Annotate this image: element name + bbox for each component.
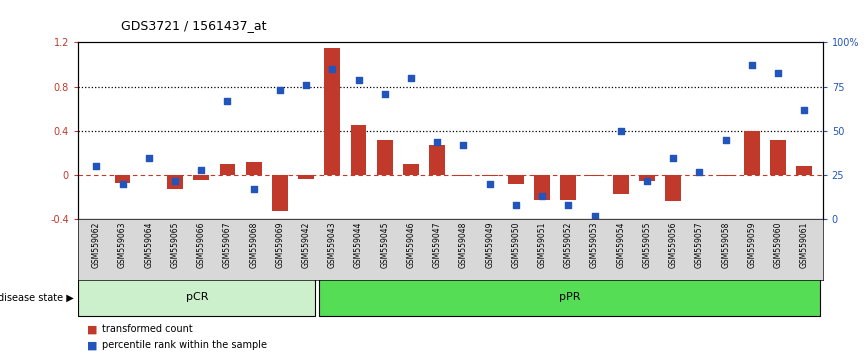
Point <box>247 187 261 192</box>
Text: GSM559059: GSM559059 <box>747 221 756 268</box>
Text: GSM559065: GSM559065 <box>171 221 179 268</box>
Bar <box>298 175 314 178</box>
Text: GSM559062: GSM559062 <box>92 221 100 268</box>
Bar <box>560 175 576 200</box>
Point <box>666 155 680 160</box>
Text: GSM559060: GSM559060 <box>773 221 783 268</box>
Point <box>719 137 733 143</box>
Point <box>561 202 575 208</box>
Text: ■: ■ <box>87 324 97 334</box>
Point <box>89 164 103 169</box>
Text: GSM559068: GSM559068 <box>249 221 258 268</box>
Bar <box>403 164 419 175</box>
Text: GDS3721 / 1561437_at: GDS3721 / 1561437_at <box>121 19 267 32</box>
Text: GSM559053: GSM559053 <box>590 221 599 268</box>
Text: GSM559055: GSM559055 <box>643 221 651 268</box>
Point <box>378 91 391 97</box>
Text: GSM559069: GSM559069 <box>275 221 284 268</box>
Bar <box>456 175 471 176</box>
Point <box>299 82 313 88</box>
Point <box>640 178 654 183</box>
Text: GSM559056: GSM559056 <box>669 221 678 268</box>
Text: disease state ▶: disease state ▶ <box>0 292 74 302</box>
Bar <box>114 175 131 183</box>
Text: GSM559044: GSM559044 <box>354 221 363 268</box>
Bar <box>246 162 262 175</box>
Bar <box>508 175 524 184</box>
Bar <box>613 175 629 194</box>
Text: GSM559043: GSM559043 <box>328 221 337 268</box>
Text: GSM559046: GSM559046 <box>406 221 416 268</box>
Text: transformed count: transformed count <box>102 324 193 334</box>
Bar <box>639 175 655 181</box>
Bar <box>351 125 366 175</box>
Text: GSM559058: GSM559058 <box>721 221 730 268</box>
Point <box>430 139 444 144</box>
Bar <box>377 140 392 175</box>
Bar <box>193 175 209 180</box>
Point <box>693 169 707 175</box>
Point <box>352 77 365 82</box>
Bar <box>665 175 681 201</box>
Text: GSM559063: GSM559063 <box>118 221 127 268</box>
Bar <box>78 278 314 316</box>
Text: GSM559057: GSM559057 <box>695 221 704 268</box>
Point <box>482 181 496 187</box>
Text: GSM559049: GSM559049 <box>485 221 494 268</box>
Text: pCR: pCR <box>186 292 209 302</box>
Point <box>772 70 785 75</box>
Bar <box>167 175 183 188</box>
Point <box>535 194 549 199</box>
Text: GSM559066: GSM559066 <box>197 221 206 268</box>
Point <box>168 178 182 183</box>
Text: GSM559042: GSM559042 <box>301 221 311 268</box>
Bar <box>586 175 603 176</box>
Point <box>142 155 156 160</box>
Point <box>404 75 418 81</box>
Text: GSM559052: GSM559052 <box>564 221 572 268</box>
Point <box>588 213 602 219</box>
Bar <box>797 166 812 175</box>
Point <box>273 87 287 93</box>
Text: percentile rank within the sample: percentile rank within the sample <box>102 340 268 350</box>
Bar <box>744 131 759 175</box>
Point <box>456 142 470 148</box>
Bar <box>481 175 498 176</box>
Point <box>194 167 208 173</box>
Text: ■: ■ <box>87 340 97 350</box>
Text: pPR: pPR <box>559 292 581 302</box>
Text: GSM559050: GSM559050 <box>512 221 520 268</box>
Point <box>509 202 523 208</box>
Point <box>115 181 129 187</box>
Point <box>798 107 811 113</box>
Text: GSM559048: GSM559048 <box>459 221 468 268</box>
Text: GSM559064: GSM559064 <box>145 221 153 268</box>
Bar <box>272 175 288 211</box>
Bar <box>430 145 445 175</box>
Bar <box>770 140 786 175</box>
Text: GSM559051: GSM559051 <box>538 221 546 268</box>
Bar <box>220 164 236 175</box>
Point <box>745 63 759 68</box>
Bar <box>718 175 734 176</box>
Bar <box>325 48 340 175</box>
Point <box>614 128 628 134</box>
Text: GSM559045: GSM559045 <box>380 221 389 268</box>
Point <box>221 98 235 104</box>
Bar <box>319 278 820 316</box>
Text: GSM559054: GSM559054 <box>617 221 625 268</box>
Text: GSM559061: GSM559061 <box>800 221 809 268</box>
Text: GSM559047: GSM559047 <box>433 221 442 268</box>
Text: GSM559067: GSM559067 <box>223 221 232 268</box>
Bar <box>534 175 550 200</box>
Point <box>326 66 339 72</box>
